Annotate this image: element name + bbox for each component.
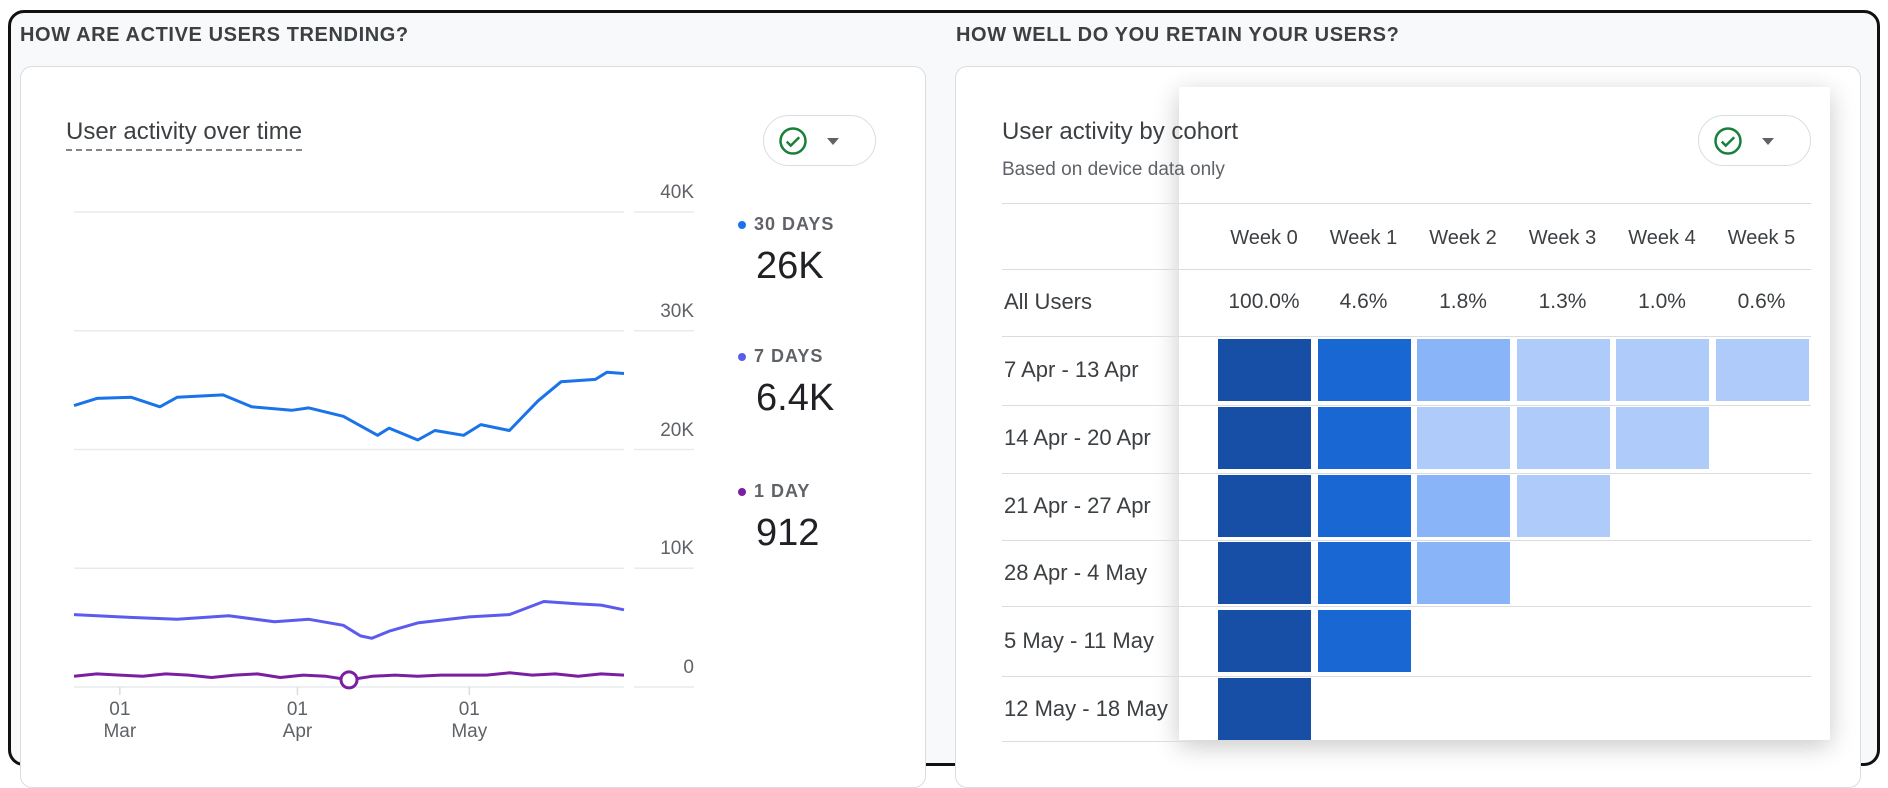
- week-header: Week 0: [1230, 227, 1298, 249]
- check-circle-icon: [1714, 126, 1742, 155]
- legend-label: 7 DAYS: [754, 346, 824, 366]
- cohort-row-label: 28 Apr - 4 May: [1004, 560, 1148, 586]
- all-users-retention: 4.6%: [1339, 290, 1388, 313]
- retention-cell[interactable]: [1218, 678, 1311, 740]
- comparison-toggle[interactable]: [763, 115, 876, 166]
- y-tick-label: 20K: [660, 419, 694, 441]
- legend-7-days: 7 DAYS 6.4K: [738, 346, 834, 420]
- legend-label: 30 DAYS: [754, 214, 835, 234]
- x-tick-label: 01 May: [439, 699, 499, 743]
- legend-value: 26K: [756, 245, 824, 287]
- retention-cell[interactable]: [1616, 406, 1709, 469]
- user-activity-title[interactable]: User activity over time: [66, 118, 303, 151]
- x-tick-month: Apr: [282, 721, 313, 742]
- all-users-retention: 1.3%: [1538, 290, 1587, 313]
- y-tick-label: 0: [683, 657, 694, 678]
- week-header: Week 2: [1429, 227, 1497, 249]
- table-divider: [1002, 203, 1811, 204]
- retention-cell[interactable]: [1516, 406, 1610, 469]
- legend-label: 1 DAY: [754, 481, 811, 501]
- cohort-title: User activity by cohort: [1002, 118, 1239, 145]
- cohort-row-label: 21 Apr - 27 Apr: [1004, 492, 1151, 518]
- cohort-comparison-toggle[interactable]: [1698, 115, 1811, 166]
- y-tick-label: 40K: [660, 182, 694, 203]
- x-tick-label: 01 Apr: [267, 699, 327, 743]
- legend-dot-icon: [738, 352, 746, 361]
- week-header: Week 5: [1727, 227, 1796, 249]
- table-divider: [1002, 676, 1811, 677]
- table-divider: [1002, 473, 1811, 474]
- retention-heading: HOW WELL DO YOU RETAIN YOUR USERS?: [956, 24, 1400, 46]
- retention-cell[interactable]: [1516, 474, 1610, 537]
- retention-cell[interactable]: [1218, 610, 1311, 673]
- all-users-label: All Users: [1004, 289, 1093, 314]
- user-activity-card: [20, 66, 926, 788]
- all-users-retention: 100.0%: [1228, 290, 1300, 313]
- retention-cell[interactable]: [1417, 542, 1510, 605]
- x-tick-label: 01 Mar: [90, 699, 150, 743]
- active-users-heading: HOW ARE ACTIVE USERS TRENDING?: [20, 24, 409, 46]
- week-header: Week 3: [1528, 227, 1597, 249]
- retention-cell[interactable]: [1218, 339, 1311, 401]
- x-tick-day: 01: [109, 699, 131, 720]
- y-tick-label: 30K: [660, 300, 694, 322]
- y-tick-label: 10K: [660, 538, 694, 560]
- legend-30-days: 30 DAYS 26K: [738, 214, 834, 288]
- x-tick-month: Mar: [103, 721, 137, 742]
- caret-down-icon: [1762, 137, 1774, 145]
- cohort-row-label: 12 May - 18 May: [1004, 696, 1168, 721]
- retention-cell[interactable]: [1218, 542, 1311, 605]
- x-tick-day: 01: [458, 699, 480, 720]
- cohort-row-label: 7 Apr - 13 Apr: [1004, 357, 1139, 382]
- x-tick-day: 01: [286, 699, 308, 720]
- table-divider: [1002, 336, 1811, 337]
- week-header: Week 4: [1628, 227, 1696, 249]
- all-users-retention: 1.0%: [1638, 290, 1686, 313]
- series-line-30-days: [73, 370, 625, 442]
- retention-cell[interactable]: [1317, 339, 1411, 401]
- cohort-subtitle: Based on device data only: [1002, 159, 1225, 180]
- retention-cell[interactable]: [1616, 339, 1709, 401]
- retention-cell[interactable]: [1516, 339, 1610, 401]
- check-circle-icon: [779, 126, 807, 155]
- series-line-7-days: [73, 600, 625, 640]
- table-divider: [1002, 540, 1811, 541]
- retention-cell[interactable]: [1218, 406, 1311, 469]
- retention-cell[interactable]: [1417, 339, 1510, 401]
- table-divider: [1002, 269, 1811, 270]
- legend-1-day: 1 DAY 912: [738, 481, 819, 555]
- retention-cell[interactable]: [1715, 339, 1809, 401]
- legend-dot-icon: [738, 220, 746, 229]
- legend-value: 912: [756, 512, 820, 554]
- legend-dot-icon: [738, 487, 746, 496]
- retention-cell[interactable]: [1218, 474, 1311, 537]
- cohort-row-label: 5 May - 11 May: [1004, 628, 1154, 654]
- retention-cell[interactable]: [1417, 406, 1510, 469]
- retention-cell[interactable]: [1317, 474, 1411, 537]
- all-users-retention: 0.6%: [1737, 290, 1786, 313]
- retention-cell[interactable]: [1317, 406, 1411, 469]
- highlight-point[interactable]: [339, 670, 359, 690]
- x-tick-month: May: [451, 721, 488, 742]
- week-header: Week 1: [1329, 227, 1398, 249]
- cohort-row-label: 14 Apr - 20 Apr: [1004, 424, 1151, 450]
- retention-cell[interactable]: [1317, 610, 1411, 673]
- table-divider: [1002, 741, 1811, 742]
- table-divider: [1002, 405, 1811, 406]
- all-users-retention: 1.8%: [1439, 290, 1487, 313]
- retention-cell[interactable]: [1317, 542, 1411, 605]
- legend-value: 6.4K: [756, 377, 835, 419]
- caret-down-icon: [827, 137, 839, 145]
- retention-cell[interactable]: [1417, 474, 1510, 537]
- table-divider: [1002, 606, 1811, 607]
